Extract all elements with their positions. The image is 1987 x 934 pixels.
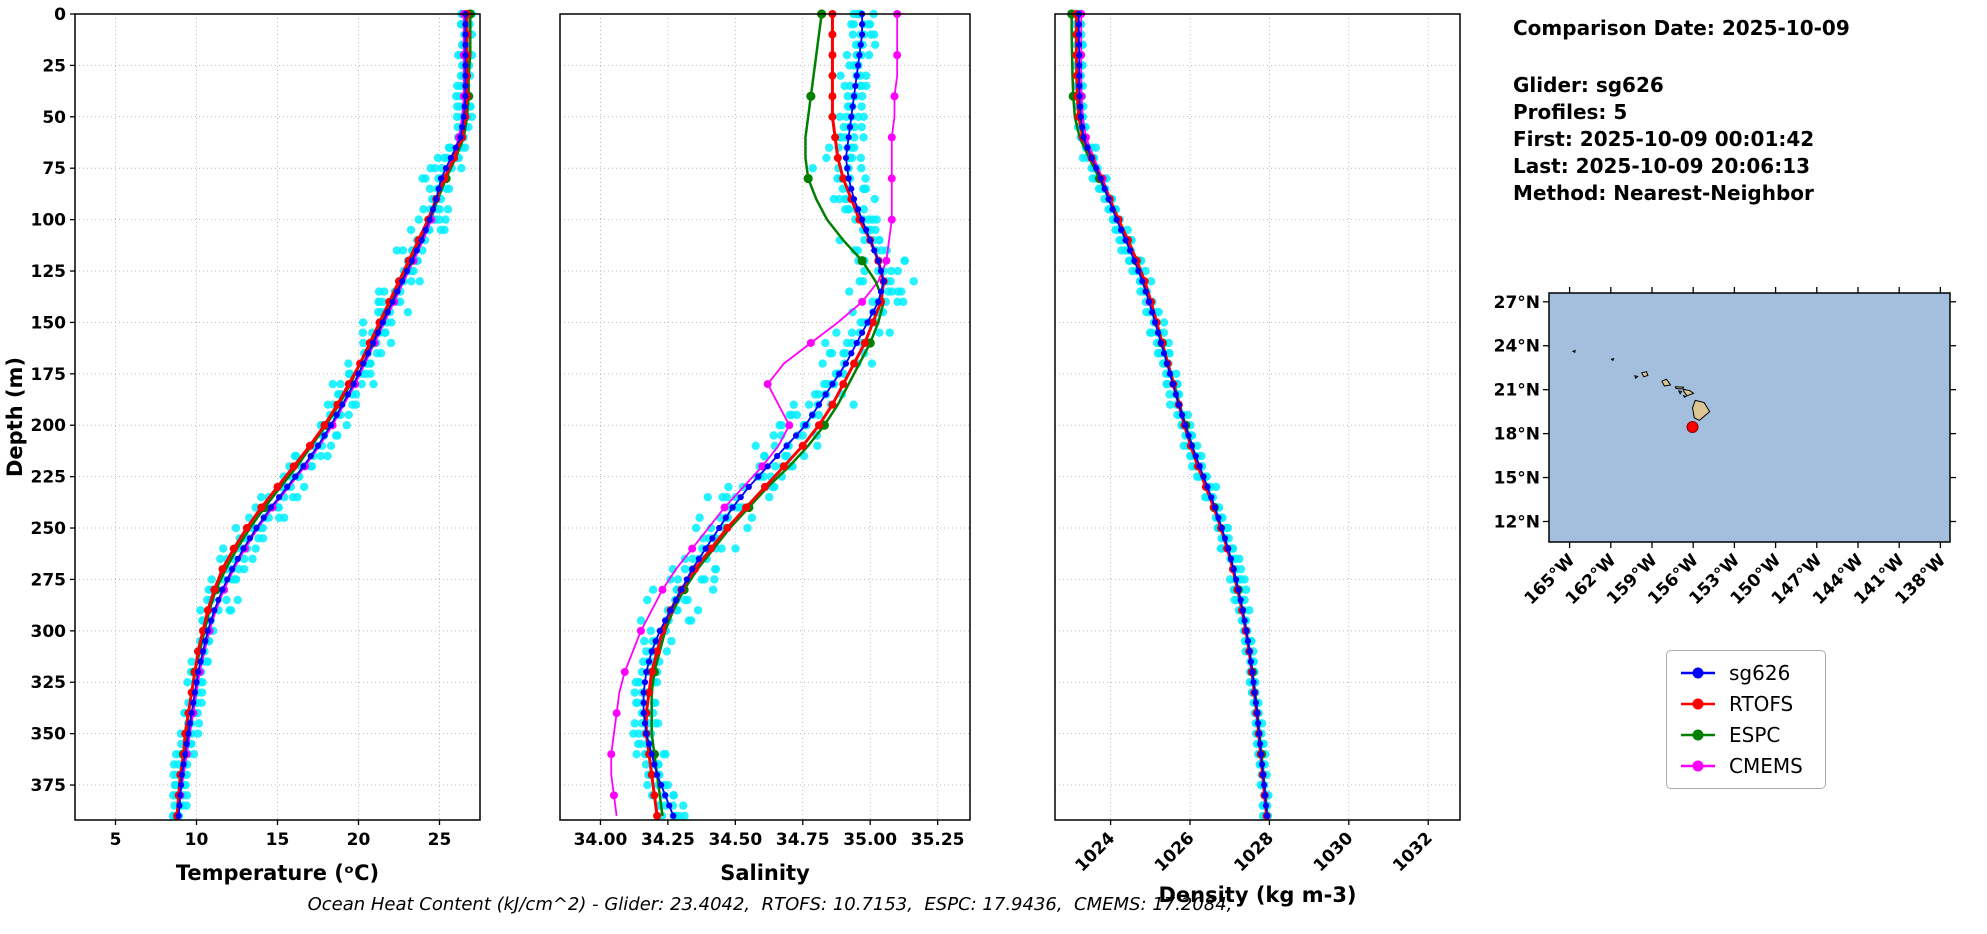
depth-tick-label: 0 — [54, 5, 66, 25]
depth-tick-label: 200 — [31, 416, 67, 436]
depth-tick-label: 25 — [42, 56, 66, 76]
series-RTOFS — [173, 10, 472, 820]
legend-marker-CMEMS — [1681, 760, 1715, 772]
info-last-time: Last: 2025-10-09 20:06:13 — [1513, 154, 1811, 178]
legend-item-RTOFS: RTOFS — [1679, 692, 1803, 716]
depth-tick-label: 375 — [31, 776, 67, 796]
series-CMEMS — [607, 10, 902, 817]
location-map: 27°N24°N21°N18°N15°N12°N165°W162°W159°W1… — [1494, 287, 1956, 609]
depth-tick-label: 350 — [31, 725, 67, 745]
x-axis-label-salinity: Salinity — [720, 861, 810, 885]
series-sg626 — [1075, 10, 1271, 819]
x-tick-label: 1024 — [1072, 828, 1120, 876]
depth-tick-label: 300 — [31, 622, 67, 642]
x-tick-label: 34.00 — [574, 830, 628, 850]
ocean-area — [1549, 293, 1950, 542]
info-panel: Comparison Date: 2025-10-09 Glider: sg62… — [1513, 16, 1850, 207]
lat-tick-label: 24°N — [1494, 337, 1540, 357]
legend-item-CMEMS: CMEMS — [1679, 754, 1803, 778]
legend-item-ESPC: ESPC — [1679, 723, 1803, 747]
lat-tick-label: 27°N — [1494, 293, 1540, 313]
x-tick-label: 5 — [110, 830, 122, 850]
series-CMEMS — [176, 10, 468, 816]
depth-tick-label: 75 — [42, 159, 66, 179]
depth-tick-label: 100 — [31, 211, 67, 231]
x-tick-label: 35.25 — [911, 830, 965, 850]
x-tick-label: 15 — [266, 830, 290, 850]
legend-marker-ESPC — [1681, 729, 1715, 741]
info-first-time: First: 2025-10-09 00:01:42 — [1513, 127, 1815, 151]
comparison-date: Comparison Date: 2025-10-09 — [1513, 16, 1850, 40]
x-tick-label: 25 — [428, 830, 452, 850]
lat-tick-label: 21°N — [1494, 381, 1540, 401]
hawaiian-islands — [1571, 349, 1711, 422]
series-CMEMS — [1077, 10, 1269, 816]
x-tick-label: 20 — [347, 830, 371, 850]
gridlines — [75, 13, 480, 820]
depth-tick-label: 50 — [42, 108, 66, 128]
x-tick-label: 34.25 — [641, 830, 695, 850]
plot-frame — [559, 13, 971, 821]
profile-chart-density: 1024 1026 1028 1030 1032 Density (kg m-3) — [1054, 9, 1461, 907]
x-tick-label: 1028 — [1230, 828, 1278, 876]
legend-label-sg626: sg626 — [1729, 661, 1791, 685]
info-glider: Glider: sg626 — [1513, 73, 1664, 97]
lat-tick-label: 12°N — [1494, 512, 1540, 532]
profile-chart-temperature: 5 10 15 20 250255075100125150175200225250275… — [3, 5, 481, 885]
ocean-heat-content-caption: Ocean Heat Content (kJ/cm^2) - Glider: 2… — [307, 894, 1233, 915]
depth-tick-label: 275 — [31, 570, 67, 590]
plot-frame — [1054, 13, 1461, 821]
depth-tick-label: 125 — [31, 262, 67, 282]
lat-tick-label: 18°N — [1494, 425, 1540, 445]
series-sg626 — [175, 10, 469, 819]
glider-position-marker — [1686, 421, 1699, 434]
glider-raw-scatter — [168, 9, 477, 821]
x-tick-label: 34.50 — [708, 830, 762, 850]
legend-label-ESPC: ESPC — [1729, 723, 1781, 747]
series-RTOFS — [1072, 10, 1271, 820]
x-tick-label: 1032 — [1389, 828, 1437, 876]
depth-tick-label: 150 — [31, 313, 67, 333]
glider-raw-scatter — [629, 9, 918, 821]
info-method: Method: Nearest-Neighbor — [1513, 181, 1814, 205]
map-frame — [1548, 292, 1951, 543]
series-RTOFS — [642, 10, 888, 820]
y-axis-label: Depth (m) — [3, 357, 27, 477]
x-axis-label-density: Density (kg m-3) — [1158, 883, 1356, 907]
legend-marker-RTOFS — [1681, 698, 1715, 710]
series-sg626 — [640, 10, 887, 819]
legend-item-sg626: sg626 — [1679, 661, 1803, 685]
x-tick-label: 35.00 — [843, 830, 897, 850]
series-ESPC — [1067, 9, 1269, 817]
glider-raw-scatter — [1070, 9, 1273, 821]
lat-tick-label: 15°N — [1494, 469, 1540, 489]
legend-label-CMEMS: CMEMS — [1729, 754, 1803, 778]
x-tick-label: 1030 — [1310, 828, 1358, 876]
depth-tick-label: 175 — [31, 365, 67, 385]
profile-chart-salinity: 34.00 34.25 34.50 34.75 35.00 35.25 Salinity — [559, 9, 971, 885]
x-tick-label: 10 — [185, 830, 209, 850]
legend-label-RTOFS: RTOFS — [1729, 692, 1794, 716]
depth-tick-label: 250 — [31, 519, 67, 539]
series-ESPC — [175, 9, 475, 816]
info-profiles: Profiles: 5 — [1513, 100, 1628, 124]
x-tick-label: 1026 — [1151, 828, 1199, 876]
depth-tick-label: 225 — [31, 468, 67, 488]
legend: sg626 RTOFS ESPC CMEMS — [1666, 650, 1826, 789]
depth-tick-label: 325 — [31, 673, 67, 693]
gridlines — [560, 13, 970, 820]
x-tick-label: 34.75 — [776, 830, 830, 850]
x-axis-label-temperature: Temperature (ᵒC) — [176, 861, 379, 885]
legend-marker-sg626 — [1681, 667, 1715, 679]
